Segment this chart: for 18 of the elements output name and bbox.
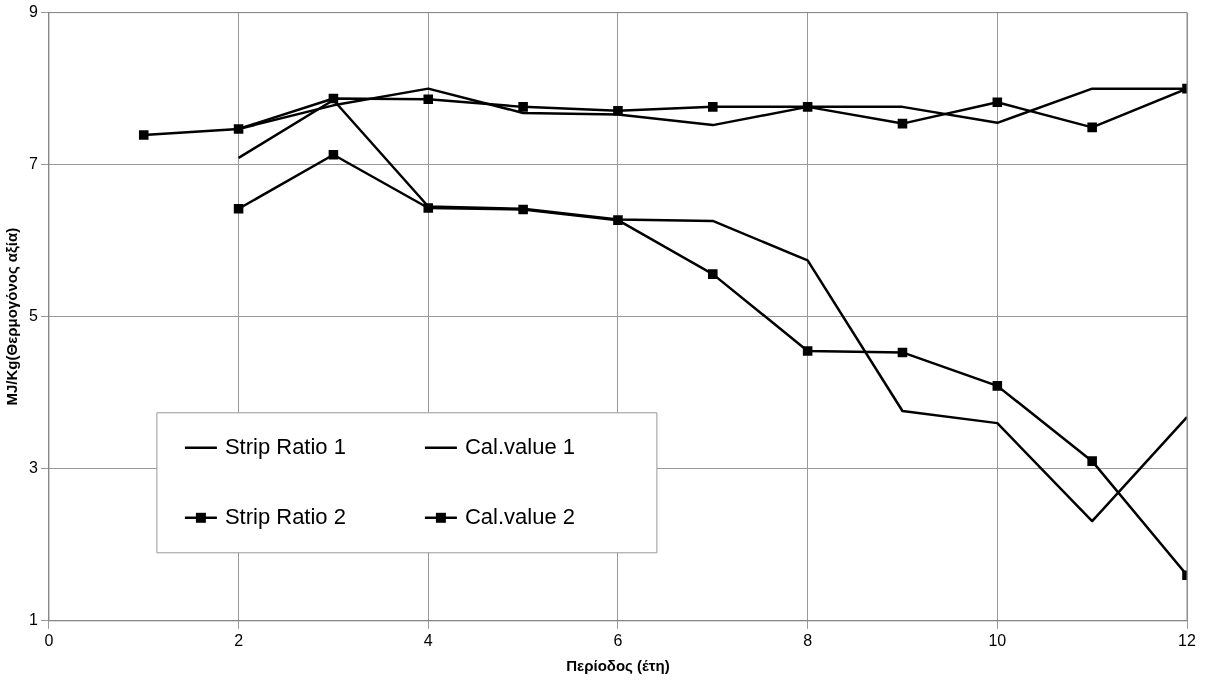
x-tick-label: 0 <box>44 631 54 649</box>
y-tick-label: 9 <box>28 3 38 21</box>
y-tick-label: 7 <box>28 155 38 173</box>
y-tick-label: 1 <box>28 611 38 629</box>
y-tick-label: 5 <box>28 307 38 325</box>
y-axis-title: MJ/Kg(Θερμογόνος αξία) <box>3 227 21 406</box>
x-axis-title: Περίοδος (έτη) <box>566 657 670 675</box>
legend-label: Strip Ratio 2 <box>224 503 346 529</box>
x-tick-label: 8 <box>803 631 813 649</box>
x-tick-label: 12 <box>1178 631 1196 649</box>
legend-label: Cal.value 2 <box>464 503 575 529</box>
x-tick-label: 10 <box>988 631 1007 649</box>
x-tick-label: 6 <box>613 631 623 649</box>
legend-label: Strip Ratio 1 <box>224 433 346 459</box>
x-tick-label: 4 <box>423 631 433 649</box>
y-tick-label: 3 <box>28 459 38 477</box>
x-tick-label: 2 <box>234 631 244 649</box>
legend-label: Cal.value 1 <box>464 433 575 459</box>
